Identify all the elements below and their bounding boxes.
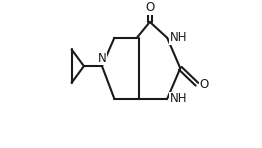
Text: N: N [98, 52, 106, 65]
Text: NH: NH [170, 31, 187, 44]
Text: O: O [200, 78, 209, 91]
Text: O: O [145, 1, 155, 14]
Text: NH: NH [170, 92, 187, 105]
